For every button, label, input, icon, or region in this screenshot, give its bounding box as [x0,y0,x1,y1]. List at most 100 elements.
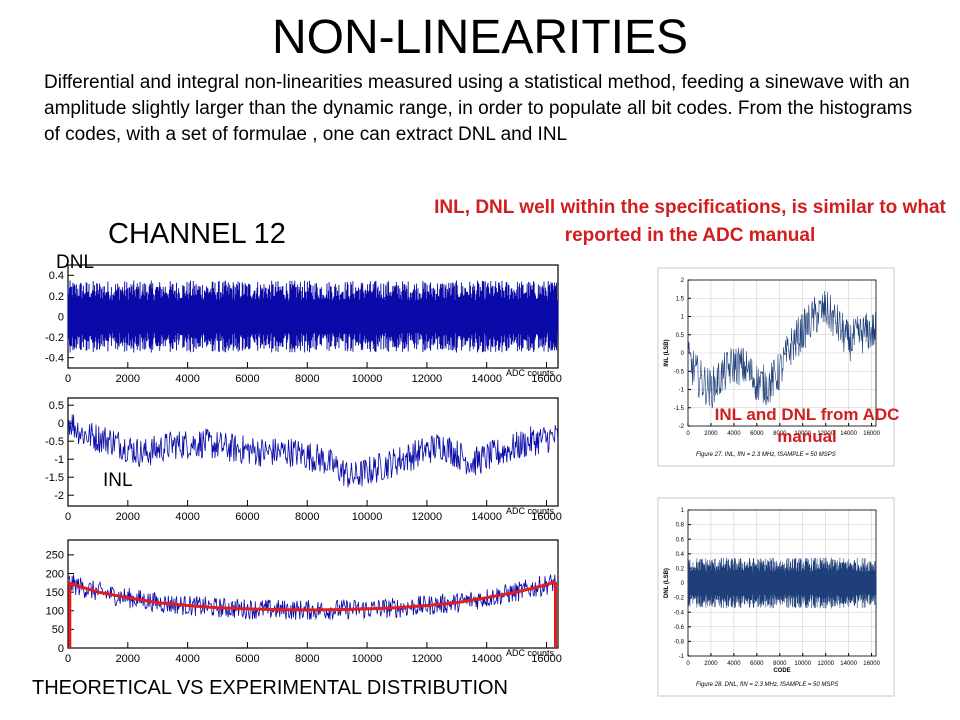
histogram-y-tick-label: 150 [46,587,64,599]
manual-inl-x-tick-label: 4000 [727,431,741,437]
manual-dnl-caption: Figure 28. DNL, fIN = 2.3 MHz, fSAMPLE =… [696,682,838,688]
histogram-x-tick-label: 14000 [471,653,502,665]
manual-dnl-y-tick-label: 0.2 [676,567,685,573]
inl-x-tick-label: 2000 [116,511,140,523]
histogram-y-tick-label: 250 [46,550,64,562]
dnl-x-tick-label: 6000 [235,373,259,385]
inl-x-tick-label: 4000 [175,511,199,523]
manual-dnl-x-axis-label: CODE [773,668,790,674]
dnl-x-tick-label: 10000 [352,373,383,385]
dnl-y-tick-label: 0.4 [49,270,64,282]
histogram-y-tick-label: 0 [58,643,64,655]
inl-y-tick-label: -1.5 [45,472,64,484]
manual-dnl-x-tick-label: 8000 [773,661,787,667]
inl-chart: 0 2000 4000 6000 8000 10000 12000 14000 16000 0.5… [45,397,562,523]
dnl-y-tick-label: -0.4 [45,353,64,365]
manual-dnl-series-line [687,557,877,609]
dnl-x-tick-label: 12000 [412,373,443,385]
dnl-x-tick-label: 2000 [116,373,140,385]
bottom-label: THEORETICAL VS EXPERIMENTAL DISTRIBUTION [32,677,508,699]
inl-x-tick-label: 10000 [352,511,383,523]
manual-dnl-x-tick-label: 4000 [727,661,741,667]
manual-note: INL and DNL from ADC manual [714,405,900,446]
inl-label: INL [103,470,133,491]
histogram-x-axis-label: ADC counts [506,648,555,658]
inl-y-tick-label: 0.5 [49,400,64,412]
manual-dnl-x-tick-label: 6000 [750,661,764,667]
histogram-y-tick-label: 200 [46,568,64,580]
inl-y-tick-label: -0.5 [45,436,64,448]
manual-dnl-y-tick-label: -1 [679,654,685,660]
description-text: Differential and integral non-linearitie… [44,72,913,145]
inl-x-tick-label: 0 [65,511,71,523]
manual-inl-y-tick-label: 2 [681,278,685,284]
manual-inl-x-tick-label: 10000 [794,431,811,437]
dnl-y-tick-label: -0.2 [45,332,64,344]
dnl-x-axis-label: ADC counts [506,368,555,378]
manual-inl-x-tick-label: 14000 [840,431,857,437]
dnl-x-tick-label: 8000 [295,373,319,385]
manual-dnl-y-tick-label: -0.8 [674,640,685,646]
manual-inl-x-tick-label: 12000 [817,431,834,437]
manual-dnl-x-tick-label: 10000 [794,661,811,667]
inl-x-tick-label: 6000 [235,511,259,523]
manual-inl-x-tick-label: 6000 [750,431,764,437]
manual-inl-y-tick-label: -1 [679,388,685,394]
manual-inl-chart: 0 2000 4000 6000 8000 10000 12000 14000 16000 2 1.… [657,267,895,467]
histogram-x-tick-label: 16000 [531,653,562,665]
manual-inl-x-tick-label: 8000 [773,431,787,437]
histogram-x-tick-label: 6000 [235,653,259,665]
manual-inl-x-tick-label: 0 [686,431,690,437]
manual-inl-frame [657,267,895,467]
manual-dnl-x-tick-label: 14000 [840,661,857,667]
manual-dnl-x-tick-label: 0 [686,661,690,667]
manual-dnl-x-tick-label: 16000 [863,661,880,667]
manual-dnl-y-tick-label: 1 [681,508,685,514]
histogram-fit-curve [67,580,556,612]
histogram-x-tick-label: 10000 [352,653,383,665]
dnl-x-tick-label: 14000 [471,373,502,385]
manual-inl-y-tick-label: 0 [681,351,685,357]
histogram-plot-area [67,539,559,649]
manual-dnl-y-tick-label: 0.6 [676,537,685,543]
histogram-x-tick-label: 12000 [412,653,443,665]
manual-dnl-chart: 0 2000 4000 6000 8000 10000 12000 14000 16000 1 0.… [657,497,895,697]
manual-dnl-y-tick-label: -0.6 [674,625,685,631]
manual-dnl-x-tick-label: 12000 [817,661,834,667]
manual-inl-y-tick-label: -0.5 [674,369,685,375]
manual-inl-caption: Figure 27. INL, fIN = 2.3 MHz, fSAMPLE =… [696,452,836,458]
channel-label: CHANNEL 12 [108,218,286,250]
inl-x-tick-label: 12000 [412,511,443,523]
histogram-y-tick-label: 50 [52,624,64,636]
dnl-y-tick-label: 0 [58,311,64,323]
manual-inl-series-line [687,290,877,409]
manual-inl-y-tick-label: 1.5 [676,296,685,302]
dnl-y-tick-label: 0.2 [49,291,64,303]
dnl-x-tick-label: 0 [65,373,71,385]
dnl-chart: 0 2000 4000 6000 8000 10000 12000 14000 16000 0.4… [45,264,562,385]
manual-inl-y-tick-label: 1 [681,315,685,321]
dnl-series-line [67,280,559,353]
histogram-chart: 0 2000 4000 6000 8000 10000 12000 14000 16000250… [46,539,562,665]
histogram-y-tick-label: 100 [46,606,64,618]
manual-inl-y-axis-label: INL (LSB) [664,339,670,366]
inl-x-axis-label: ADC counts [506,506,555,516]
manual-inl-x-tick-label: 16000 [863,431,880,437]
dnl-x-tick-label: 16000 [531,373,562,385]
inl-y-tick-label: -1 [54,454,64,466]
manual-dnl-y-axis-label: DNL (LSB) [664,568,670,598]
manual-dnl-y-tick-label: -0.2 [674,596,685,602]
histogram-x-tick-label: 2000 [116,653,140,665]
inl-y-tick-label: -2 [54,490,64,502]
manual-dnl-y-tick-label: 0.8 [676,523,685,529]
manual-inl-y-tick-label: 0.5 [676,333,685,339]
page-title: NON-LINEARITIES [271,11,689,64]
dnl-x-tick-label: 4000 [175,373,199,385]
histogram-x-tick-label: 0 [65,653,71,665]
inl-x-tick-label: 8000 [295,511,319,523]
inl-x-tick-label: 14000 [471,511,502,523]
histogram-x-tick-label: 8000 [295,653,319,665]
manual-inl-y-tick-label: -2 [679,424,685,430]
manual-inl-y-tick-label: -1.5 [674,406,685,412]
